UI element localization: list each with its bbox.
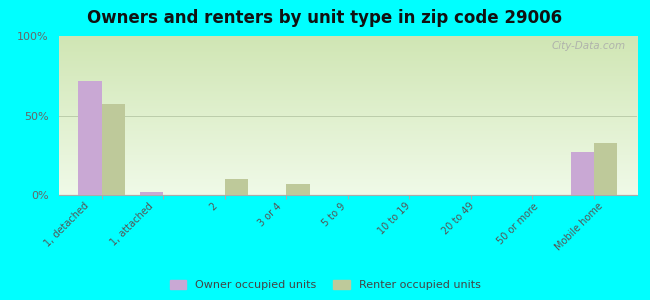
Text: 2: 2 xyxy=(208,201,219,212)
Text: 1, detached: 1, detached xyxy=(42,201,90,249)
Text: 10 to 19: 10 to 19 xyxy=(376,201,412,237)
Bar xyxy=(101,104,125,195)
Legend: Owner occupied units, Renter occupied units: Owner occupied units, Renter occupied un… xyxy=(165,275,485,294)
Text: 20 to 49: 20 to 49 xyxy=(441,201,476,237)
Text: 50 or more: 50 or more xyxy=(495,201,541,246)
Text: City-Data.com: City-Data.com xyxy=(551,41,625,51)
Text: 1, attached: 1, attached xyxy=(109,201,155,247)
Bar xyxy=(78,80,101,195)
Text: Mobile home: Mobile home xyxy=(553,201,605,253)
Bar xyxy=(286,184,309,195)
Text: 5 to 9: 5 to 9 xyxy=(320,201,348,228)
Text: Owners and renters by unit type in zip code 29006: Owners and renters by unit type in zip c… xyxy=(88,9,562,27)
Bar xyxy=(594,142,618,195)
Text: 3 or 4: 3 or 4 xyxy=(256,201,283,228)
Bar xyxy=(140,192,163,195)
Bar xyxy=(225,179,248,195)
Bar xyxy=(571,152,594,195)
